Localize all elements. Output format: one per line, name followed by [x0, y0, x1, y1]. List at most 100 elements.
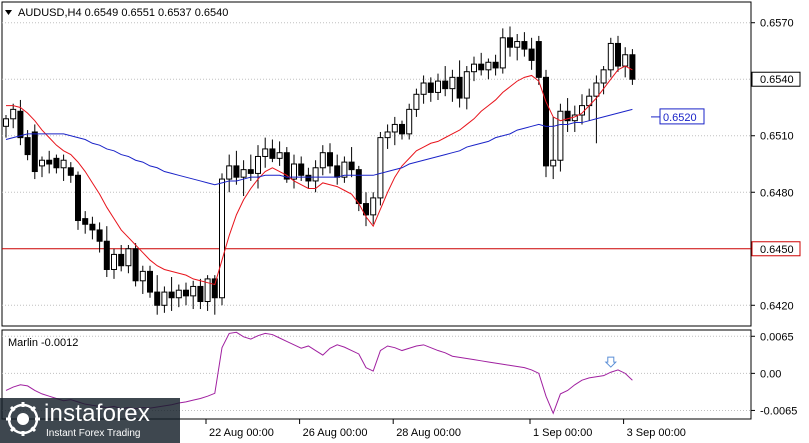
candle-body [355, 169, 362, 205]
candle-body [427, 82, 434, 93]
candle-body [190, 285, 197, 297]
candle-body [341, 161, 348, 178]
candle-body [413, 93, 420, 110]
indicator-tick-label: 0.0065 [760, 331, 794, 343]
indicator-tick-label: -0.0065 [760, 405, 797, 417]
price-pane[interactable]: 0.6520 AUDUSD,H4 0.6549 0.6551 0.6537 0.… [1, 1, 752, 327]
time-tick-label: 1 Sep 00:00 [533, 427, 592, 439]
candle-body [535, 41, 542, 78]
candle-body [197, 285, 204, 303]
candle-body [276, 152, 283, 159]
indicator-axis: 0.0065 0.00 -0.0065 [751, 331, 797, 417]
candle-body [291, 163, 297, 180]
candle-body [600, 69, 607, 84]
candle-body [39, 159, 45, 167]
candle-body [485, 61, 492, 71]
candle-body [233, 165, 240, 178]
candle-body [283, 152, 290, 180]
candle-body [168, 291, 175, 299]
candle-body [593, 82, 600, 97]
candle-body [319, 152, 326, 169]
candle-body [132, 248, 139, 282]
candle-body [435, 80, 441, 93]
candle-body [391, 123, 398, 133]
candle-body [89, 223, 96, 231]
level-tag-box [751, 241, 801, 257]
indicator-tick-label: 0.00 [760, 368, 781, 380]
candle-body [607, 42, 614, 71]
price-tick-label: 0.6570 [760, 18, 794, 30]
candle-body [125, 248, 132, 267]
watermark-tagline: Instant Forex Trading [46, 428, 141, 439]
dropdown-triangle-icon[interactable] [5, 10, 12, 15]
candle-body [82, 218, 89, 225]
candle-body [204, 278, 211, 303]
price-tick-label: 0.6420 [760, 300, 794, 312]
candle-body [3, 118, 9, 127]
candle-body [564, 110, 571, 122]
candle-body [111, 253, 117, 270]
candle-body [183, 289, 189, 297]
level-tag-label: 0.6450 [760, 244, 794, 256]
time-axis: 22 Aug 00:00 26 Aug 00:00 28 Aug 00:00 1 Se… [205, 419, 686, 439]
candle-body [528, 48, 535, 61]
time-tick-label: 26 Aug 00:00 [303, 427, 368, 439]
candle-body [463, 71, 470, 99]
candle-body [312, 167, 319, 182]
candle-body [456, 76, 463, 99]
candle-body [377, 137, 384, 199]
candle-body [175, 289, 182, 299]
candle-body [161, 291, 168, 306]
candle-body [247, 169, 254, 174]
candle-body [420, 82, 427, 95]
candle-body [471, 63, 477, 73]
instaforex-logo-icon [6, 402, 40, 436]
candle-body [550, 159, 557, 167]
candle-body [334, 165, 341, 178]
ma-tag-label: 0.6520 [663, 112, 697, 124]
candle-body [17, 110, 24, 139]
price-grid [2, 22, 751, 306]
candle-body [298, 163, 305, 176]
current-price-label: 0.6540 [760, 74, 794, 86]
candle-body [211, 278, 218, 299]
candle-body [492, 61, 499, 69]
price-tick-label: 0.6480 [760, 187, 794, 199]
candle-body [219, 178, 225, 299]
candle-body [46, 159, 53, 165]
symbol-header: AUDUSD,H4 0.6549 0.6551 0.6537 0.6540 [18, 7, 228, 19]
candle-body [262, 148, 269, 157]
time-tick-label: 22 Aug 00:00 [209, 427, 274, 439]
candle-body [557, 110, 564, 161]
candle-body [147, 270, 153, 293]
candle-body [499, 37, 506, 69]
candle-body [507, 37, 513, 48]
candle-body [67, 167, 74, 176]
candle-body [10, 108, 17, 120]
moving-averages [5, 65, 633, 286]
candle-body [406, 108, 413, 135]
candle-body [96, 229, 103, 242]
candle-body [348, 161, 355, 171]
candle-body [255, 155, 261, 174]
candle-body [24, 137, 31, 156]
candle-body [118, 253, 125, 267]
candle-body [543, 76, 549, 167]
candle-body [154, 291, 161, 306]
candle-body [521, 41, 528, 50]
candle-body [514, 41, 521, 48]
candle-body [75, 174, 81, 222]
candle-body [53, 157, 60, 169]
candle-body [139, 270, 146, 282]
current-price-box [751, 71, 801, 87]
candle-body [60, 159, 67, 169]
candle-body [629, 54, 636, 80]
candle-body [226, 165, 233, 180]
down-arrow-icon [604, 356, 618, 368]
candle-body [442, 80, 449, 90]
watermark-brand: instaforex [44, 400, 151, 427]
candle-body [370, 197, 377, 216]
ma-tag-box [659, 108, 705, 125]
indicator-title: Marlin -0.0012 [8, 337, 78, 349]
